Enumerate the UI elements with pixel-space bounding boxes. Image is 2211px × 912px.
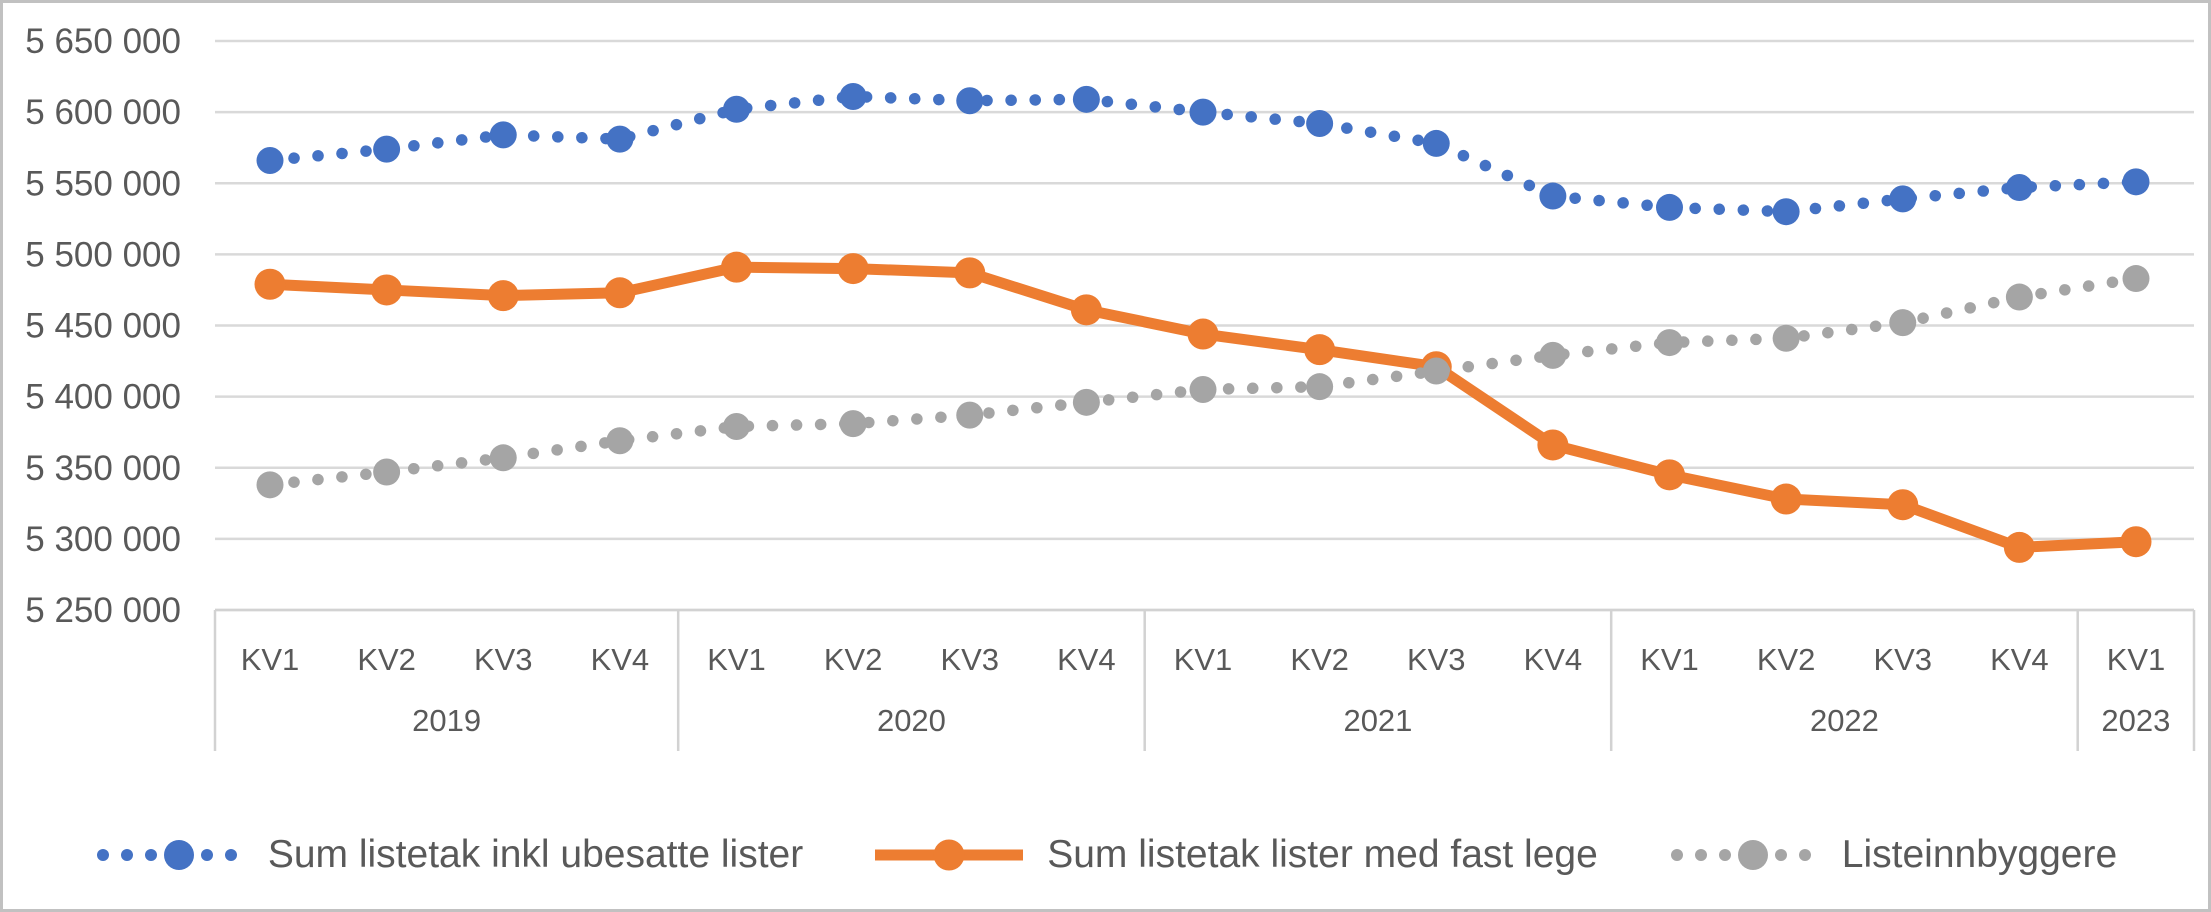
data-point-marker <box>839 410 867 438</box>
data-point-marker <box>1656 329 1683 357</box>
data-point-marker <box>1306 110 1334 138</box>
x-axis-quarter-label: KV4 <box>1990 642 2049 677</box>
x-axis-quarter-label: KV3 <box>474 642 533 677</box>
data-point-marker <box>371 274 403 306</box>
dotted-line-marker-icon <box>1670 840 1811 870</box>
y-axis-tick-label: 5 350 000 <box>25 449 181 488</box>
data-point-marker <box>956 401 984 429</box>
x-axis-quarter-label: KV1 <box>1174 642 1233 677</box>
x-axis-quarter-label: KV2 <box>1290 642 1349 677</box>
data-point-marker <box>606 125 634 153</box>
x-axis-quarter-label: KV4 <box>1057 642 1116 677</box>
data-point-marker <box>1189 376 1217 404</box>
x-axis-quarter-label: KV1 <box>2107 642 2166 677</box>
y-axis-tick-label: 5 600 000 <box>25 93 181 132</box>
series-line-2 <box>269 261 2137 553</box>
data-point-marker <box>489 121 517 149</box>
x-axis-quarter-label: KV2 <box>824 642 883 677</box>
y-axis-tick-label: 5 450 000 <box>25 307 181 346</box>
dotted-line-marker-icon <box>96 840 237 870</box>
data-point-marker <box>721 251 752 283</box>
data-point-marker <box>1070 294 1102 326</box>
legend-label: Sum listetak lister med fast lege <box>1047 833 1598 876</box>
data-point-marker <box>1889 309 1917 337</box>
x-axis-quarter-label: KV3 <box>1873 642 1932 677</box>
data-point-marker <box>723 412 750 440</box>
legend-label: Listeinnbyggere <box>1841 833 2118 876</box>
data-point-marker <box>1656 193 1683 221</box>
data-point-marker <box>1072 85 1100 113</box>
data-point-marker <box>2005 174 2033 202</box>
x-axis-year-label: 2020 <box>877 703 946 738</box>
x-axis-year-label: 2019 <box>412 703 481 738</box>
data-point-marker <box>256 146 284 174</box>
data-point-marker <box>604 277 636 309</box>
data-point-marker <box>606 427 634 455</box>
x-axis-quarter-label: KV4 <box>1524 642 1583 677</box>
data-point-marker <box>2003 531 2035 563</box>
data-point-marker <box>2005 283 2033 311</box>
y-axis-tick-label: 5 500 000 <box>25 235 181 274</box>
y-axis-tick-label: 5 400 000 <box>25 378 181 417</box>
data-point-marker <box>2120 526 2152 558</box>
legend-item-1: Sum listetak inkl ubesatte lister <box>94 833 803 877</box>
data-point-marker <box>1422 129 1450 157</box>
data-point-marker <box>256 471 284 499</box>
x-axis-quarter-label: KV1 <box>241 642 300 677</box>
x-axis-year-label: 2022 <box>1810 703 1879 738</box>
legend-item-2: Sum listetak lister med fast lege <box>873 833 1598 877</box>
x-axis-table: KV1 KV2 KV3 KV4 KV1 KV2 KV3 KV4 KV1 KV2 KV3 KV4 KV1 K… <box>213 608 2196 751</box>
chart-canvas: 5 650 000 5 600 000 5 550 000 5 500 000 5 45… <box>25 22 2196 751</box>
data-point-marker <box>1539 341 1567 369</box>
legend-label: Sum listetak inkl ubesatte lister <box>267 833 804 876</box>
solid-line-marker-icon <box>875 839 1024 871</box>
y-axis-tick-label: 5 300 000 <box>25 520 181 559</box>
x-axis-quarter-label: KV2 <box>357 642 416 677</box>
data-point-marker <box>1772 198 1800 226</box>
legend-item-3: Listeinnbyggere <box>1668 833 2117 877</box>
data-point-marker <box>2122 265 2150 293</box>
data-point-marker <box>839 82 867 110</box>
data-point-marker <box>487 280 519 312</box>
x-axis-quarter-label: KV3 <box>940 642 999 677</box>
x-axis-quarter-label: KV3 <box>1407 642 1466 677</box>
x-axis-quarter-label: KV1 <box>1640 642 1699 677</box>
data-point-marker <box>373 458 401 486</box>
x-axis-quarter-label: KV2 <box>1757 642 1816 677</box>
data-point-marker <box>1189 98 1217 126</box>
x-axis-quarter-label: KV4 <box>591 642 650 677</box>
data-point-marker <box>1304 334 1336 366</box>
data-point-marker <box>1306 373 1334 401</box>
y-axis-labels: 5 650 000 5 600 000 5 550 000 5 500 000 5 45… <box>25 22 181 630</box>
x-axis-year-label: 2023 <box>2101 703 2170 738</box>
data-point-marker <box>1539 182 1567 210</box>
data-point-marker <box>1187 318 1219 350</box>
data-point-marker <box>1072 388 1100 416</box>
data-point-marker <box>254 268 286 300</box>
data-point-marker <box>1422 357 1450 385</box>
data-point-marker <box>954 257 986 289</box>
y-axis-tick-label: 5 650 000 <box>25 22 181 61</box>
data-point-marker <box>837 253 869 285</box>
data-point-marker <box>1772 324 1800 352</box>
data-point-marker <box>1887 489 1919 521</box>
y-axis-tick-label: 5 250 000 <box>25 591 181 630</box>
data-point-marker <box>1770 483 1802 515</box>
data-point-marker <box>723 95 750 123</box>
data-point-marker <box>2122 168 2150 196</box>
data-point-marker <box>1654 459 1685 491</box>
data-point-marker <box>373 135 401 163</box>
x-axis-year-label: 2021 <box>1343 703 1412 738</box>
data-point-marker <box>956 87 984 115</box>
y-axis-tick-label: 5 550 000 <box>25 164 181 203</box>
data-point-marker <box>1537 429 1569 461</box>
data-point-marker <box>489 444 517 472</box>
data-point-marker <box>1889 185 1917 213</box>
x-axis-quarter-label: KV1 <box>707 642 766 677</box>
chart-legend: Sum listetak inkl ubesatte lister Sum lis… <box>3 815 2208 895</box>
series-layer <box>254 82 2152 563</box>
